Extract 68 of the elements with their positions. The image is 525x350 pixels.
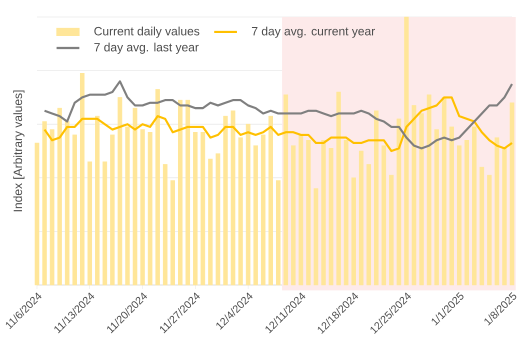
legend-label: 7 day avg. current year bbox=[252, 26, 375, 38]
bar bbox=[200, 132, 206, 286]
bar bbox=[464, 140, 470, 286]
bar bbox=[178, 100, 183, 286]
bar bbox=[284, 94, 288, 286]
bar bbox=[246, 124, 250, 286]
bar bbox=[321, 140, 326, 286]
bar bbox=[253, 145, 258, 286]
bar bbox=[344, 140, 348, 286]
y-axis-title: Index [Arbitrary values] bbox=[13, 90, 24, 212]
bar bbox=[223, 116, 228, 286]
legend-label: Current daily values bbox=[94, 26, 200, 38]
bar bbox=[132, 108, 138, 286]
bar bbox=[419, 113, 424, 286]
bar bbox=[42, 121, 47, 286]
bar bbox=[442, 97, 446, 286]
bar bbox=[140, 129, 145, 286]
bar bbox=[170, 180, 175, 286]
bar bbox=[487, 174, 492, 286]
bar bbox=[162, 164, 168, 286]
bar bbox=[118, 97, 122, 286]
bar bbox=[88, 161, 92, 286]
bar bbox=[193, 132, 198, 286]
bar bbox=[502, 148, 507, 286]
bar bbox=[404, 16, 409, 286]
bar bbox=[216, 153, 220, 286]
bar bbox=[238, 137, 243, 286]
bar bbox=[456, 145, 462, 286]
bar bbox=[314, 188, 318, 286]
bar bbox=[125, 126, 130, 286]
bar bbox=[396, 118, 402, 286]
bar bbox=[34, 142, 40, 286]
bar bbox=[291, 145, 296, 286]
bar bbox=[510, 102, 514, 286]
bar bbox=[155, 89, 160, 286]
bar bbox=[72, 134, 77, 286]
bar bbox=[80, 73, 85, 286]
bar bbox=[268, 116, 273, 286]
bar bbox=[298, 134, 304, 286]
bar bbox=[336, 92, 341, 286]
bar bbox=[95, 116, 100, 286]
bar bbox=[276, 180, 281, 286]
bar bbox=[449, 126, 454, 286]
bar bbox=[57, 108, 62, 286]
legend-label: 7 day avg. last year bbox=[94, 42, 199, 54]
bar bbox=[351, 178, 356, 286]
bar bbox=[434, 129, 439, 286]
bar bbox=[64, 121, 70, 286]
bar bbox=[382, 145, 386, 286]
bar bbox=[50, 129, 54, 286]
bar bbox=[102, 161, 108, 286]
bar bbox=[328, 148, 334, 286]
bar bbox=[358, 150, 364, 286]
bar bbox=[186, 100, 190, 286]
bar bbox=[208, 158, 213, 286]
bar bbox=[230, 110, 236, 286]
bar bbox=[426, 94, 432, 286]
bar bbox=[110, 134, 115, 286]
bar bbox=[472, 126, 477, 286]
bar bbox=[148, 132, 152, 286]
bar bbox=[412, 105, 416, 286]
bar bbox=[389, 174, 394, 286]
bar bbox=[374, 110, 379, 286]
bar bbox=[260, 134, 266, 286]
bar bbox=[306, 140, 311, 286]
bar bbox=[494, 137, 500, 286]
bar bbox=[480, 166, 484, 286]
bar bbox=[366, 164, 372, 286]
